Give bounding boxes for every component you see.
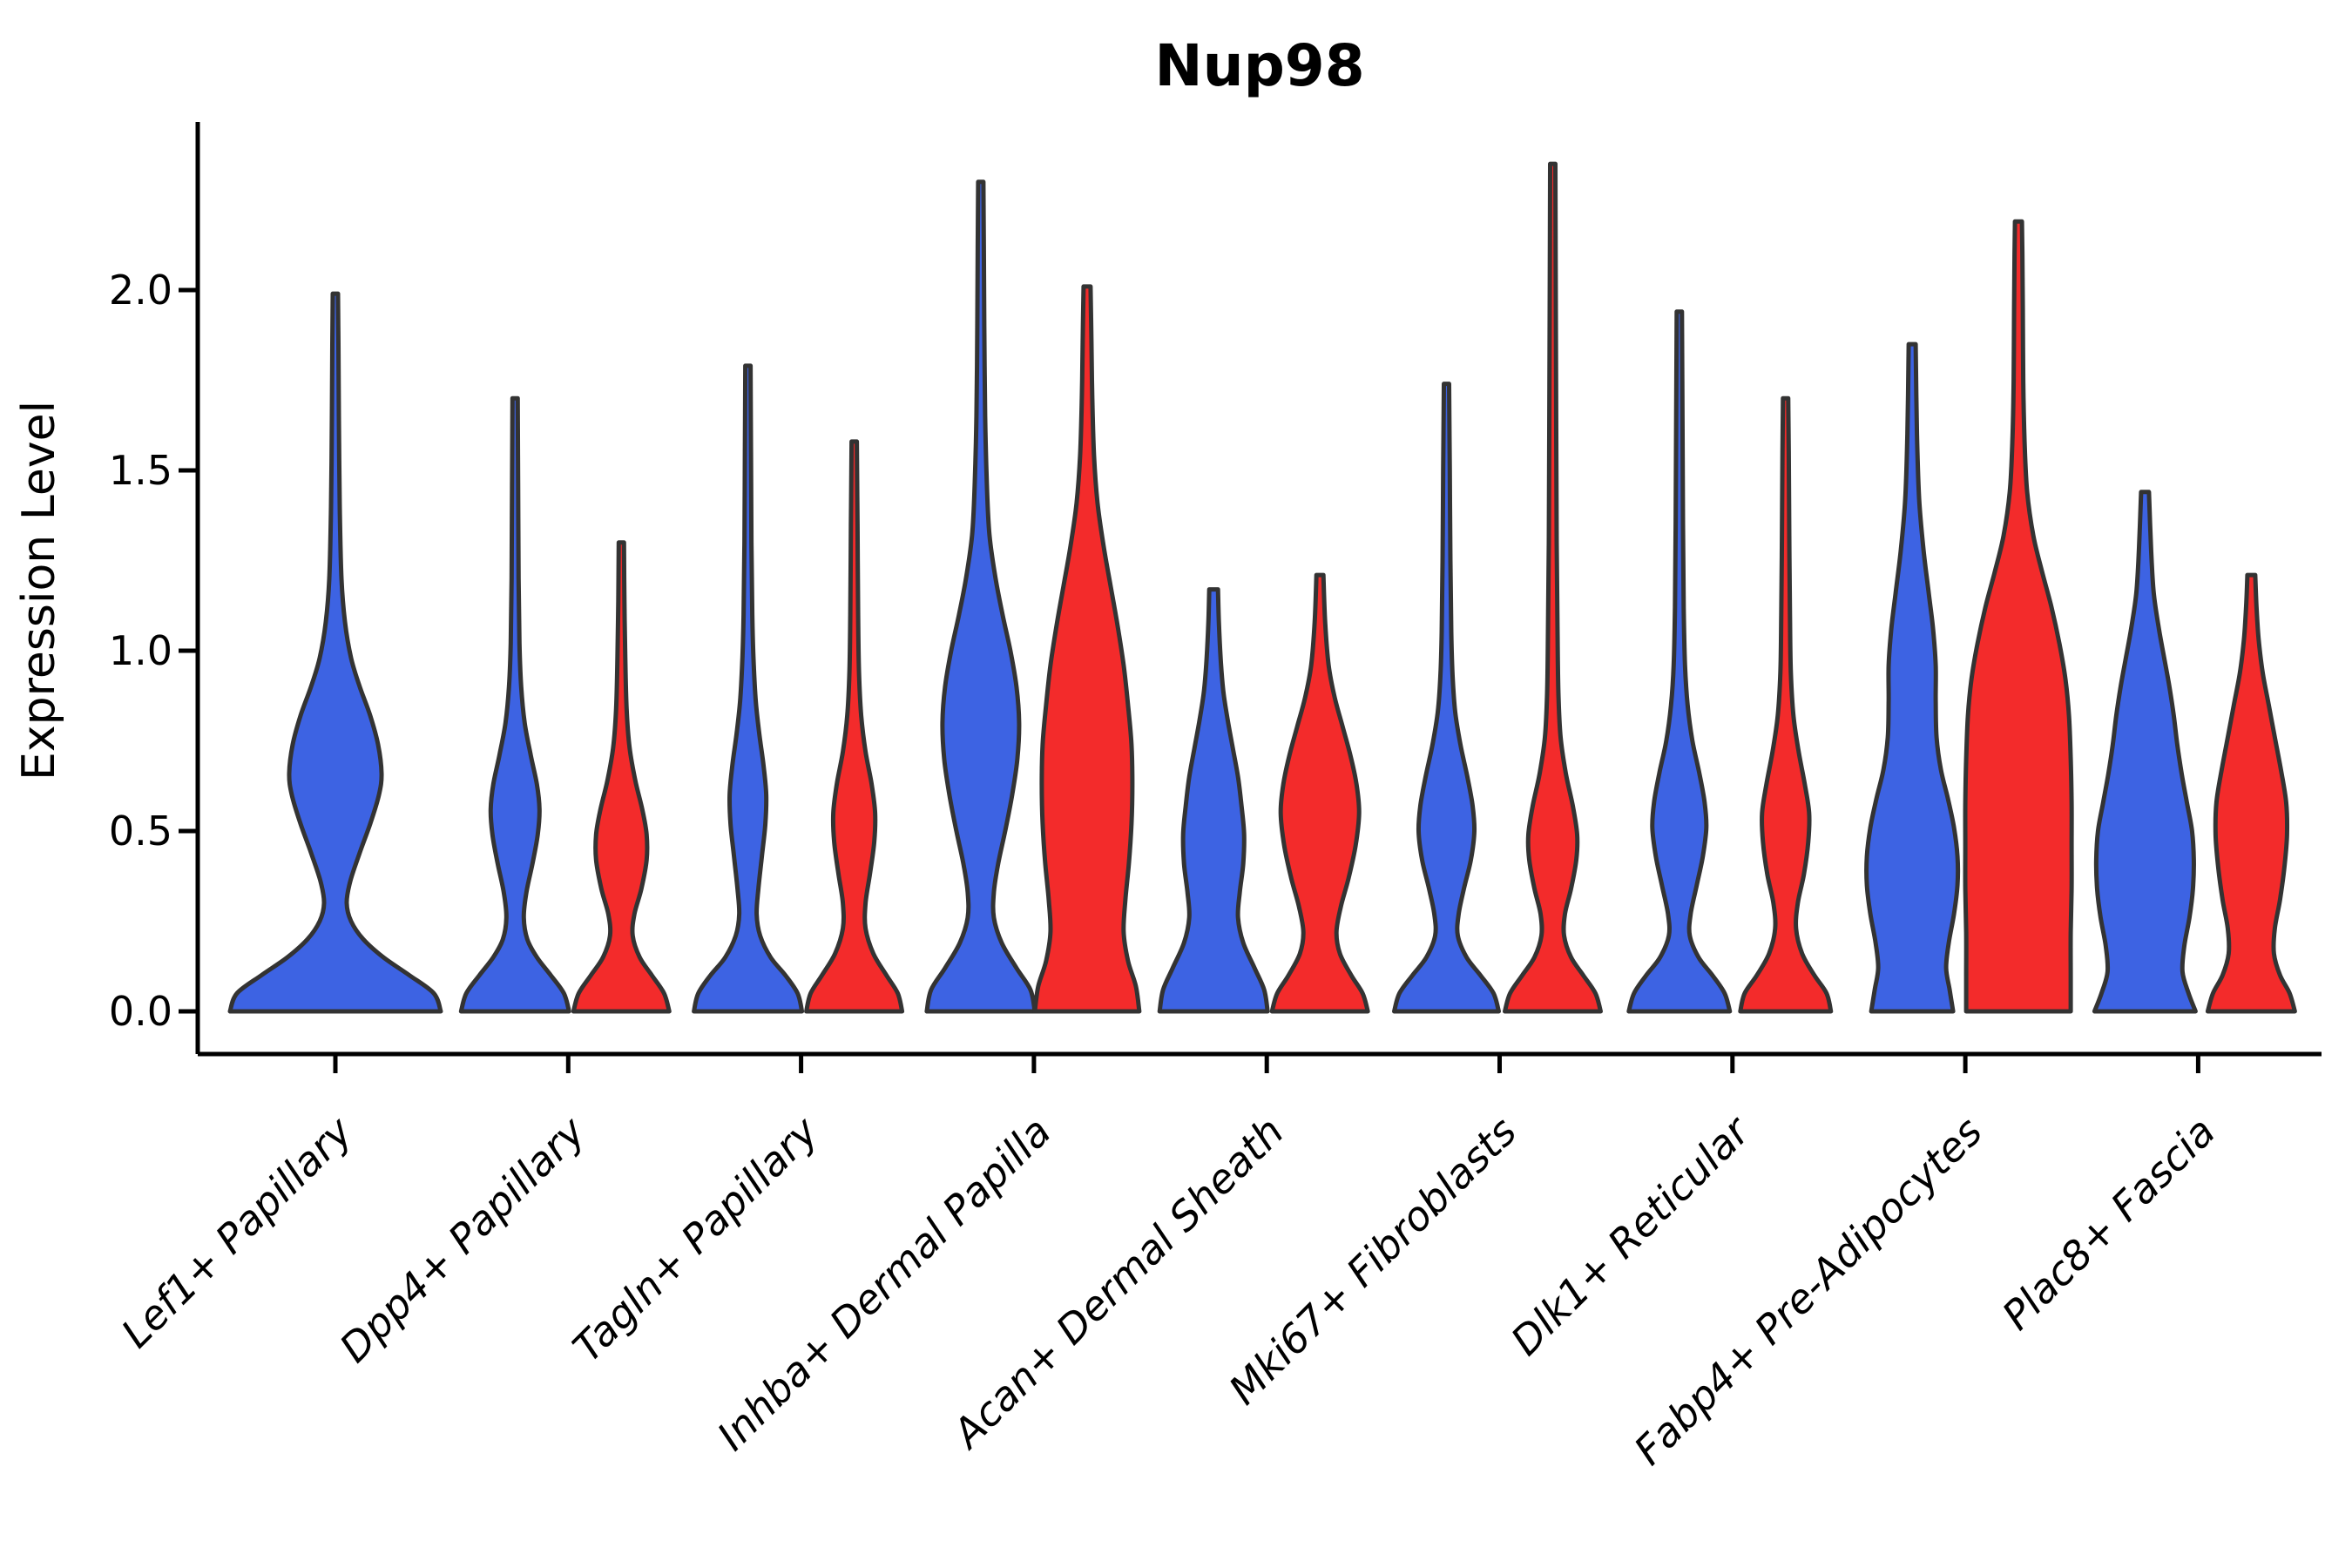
y-tick-label: 0.0 <box>109 988 172 1035</box>
violin-left-fabp4-pre-adipocytes <box>1864 341 1961 1014</box>
violin-left-tagln-papillary <box>692 363 805 1014</box>
y-tick-label: 0.5 <box>109 808 172 855</box>
violin-right-mki67-fibroblasts <box>1503 161 1603 1014</box>
violin-right-tagln-papillary <box>804 439 905 1014</box>
violin-left-dlk1-reticular <box>1626 309 1733 1014</box>
violin-right-dlk1-reticular <box>1738 395 1834 1014</box>
violin-right-inhba-dermal-papilla <box>1032 284 1142 1014</box>
y-tick-label: 1.5 <box>109 447 172 494</box>
violin-right-fabp4-pre-adipocytes <box>1963 219 2074 1014</box>
violin-left-lef1-papillary <box>227 291 443 1014</box>
y-tick-label: 2.0 <box>109 267 172 314</box>
category-label: Lef1+ Papillary <box>112 1107 362 1356</box>
violin-left-acan-dermal-sheath <box>1157 587 1270 1014</box>
y-axis-label: Expression Level <box>13 401 65 781</box>
violin-right-plac8-fascia <box>2205 572 2297 1014</box>
category-label: Tagln+ Papillary <box>564 1107 828 1371</box>
violin-left-inhba-dermal-papilla <box>924 179 1037 1014</box>
violins-group <box>227 161 2297 1014</box>
violin-left-dpp4-papillary <box>458 395 571 1014</box>
violin-left-plac8-fascia <box>2092 490 2198 1014</box>
violin-right-dpp4-papillary <box>571 540 672 1014</box>
category-label: Dpp4+ Papillary <box>330 1107 594 1371</box>
chart-title: Nup98 <box>1154 32 1364 99</box>
category-label: Plac8+ Fascia <box>1993 1108 2224 1339</box>
category-label: Dlk1+ Reticular <box>1502 1105 1761 1364</box>
violin-left-mki67-fibroblasts <box>1392 382 1501 1014</box>
y-tick-label: 1.0 <box>109 627 172 674</box>
violin-right-acan-dermal-sheath <box>1269 572 1370 1014</box>
